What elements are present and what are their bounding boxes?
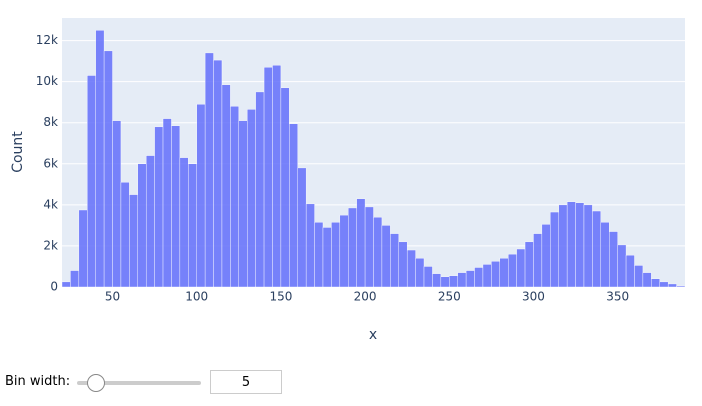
bar <box>305 203 315 288</box>
bar <box>145 155 155 288</box>
bar <box>381 225 391 288</box>
x-axis-title: x <box>369 327 377 343</box>
bar <box>609 231 618 288</box>
bar <box>61 281 71 288</box>
bar <box>634 265 644 288</box>
bar <box>356 198 366 288</box>
bar <box>204 52 214 288</box>
bar <box>339 214 349 288</box>
bar <box>558 204 568 288</box>
bar <box>87 75 96 288</box>
bar <box>499 258 509 288</box>
bar <box>566 201 576 288</box>
bar <box>440 276 450 288</box>
bar <box>415 258 425 288</box>
bar <box>78 209 88 288</box>
bar <box>103 50 113 288</box>
bar <box>676 285 686 288</box>
bar <box>533 233 543 288</box>
bar <box>238 120 248 288</box>
bar <box>179 157 189 288</box>
bar <box>449 275 458 288</box>
bar <box>154 126 164 288</box>
bar <box>491 261 500 288</box>
bar <box>331 222 341 288</box>
bar <box>213 59 223 288</box>
bar <box>390 233 399 288</box>
slider-track[interactable] <box>77 381 201 385</box>
bar <box>120 182 130 288</box>
bar <box>272 65 282 288</box>
bar <box>364 206 374 288</box>
bar <box>465 270 475 288</box>
bar <box>70 270 80 288</box>
bar <box>137 163 147 288</box>
chart: x Count 0 2k 4k 6k 8k 10k 12k 50 100 150 200 250 300… <box>10 18 686 343</box>
y-axis-title: Count <box>10 131 26 173</box>
slider-thumb[interactable] <box>87 374 105 392</box>
bar <box>667 283 677 288</box>
bar <box>550 211 559 288</box>
y-tick-label: 2k <box>43 238 58 252</box>
bar <box>247 109 256 288</box>
bar <box>289 123 298 288</box>
y-tick-label: 0 <box>50 280 58 294</box>
bar <box>457 272 467 288</box>
bar <box>432 273 442 288</box>
bar <box>255 91 265 288</box>
bar <box>112 120 122 288</box>
bar <box>474 267 484 288</box>
bar <box>188 163 197 288</box>
bar <box>322 227 332 288</box>
bar <box>642 272 652 288</box>
slider-label: Bin width: <box>5 374 71 389</box>
bar <box>297 167 307 288</box>
bar <box>263 67 273 288</box>
bar <box>575 202 585 288</box>
bar <box>398 241 408 288</box>
bar <box>406 249 416 288</box>
y-tick-label: 10k <box>36 74 58 88</box>
bar <box>516 248 526 288</box>
x-tick-label: 250 <box>438 290 461 304</box>
bar <box>95 30 105 288</box>
y-tick-label: 12k <box>36 33 58 47</box>
bar <box>508 253 517 288</box>
bar <box>171 125 181 288</box>
bar <box>314 222 324 288</box>
bar <box>541 224 551 288</box>
bar <box>230 106 239 288</box>
x-tick-label: 350 <box>606 290 629 304</box>
bar <box>617 244 627 288</box>
bar <box>280 87 290 288</box>
bar <box>162 118 172 288</box>
bar <box>651 278 660 288</box>
bar <box>423 266 433 288</box>
x-tick-label: 200 <box>354 290 377 304</box>
bar <box>129 194 138 288</box>
bin-width-input[interactable]: 5 <box>210 370 282 394</box>
y-tick-label: 8k <box>43 115 58 129</box>
x-tick-label: 100 <box>185 290 208 304</box>
bar <box>600 222 610 288</box>
bar <box>348 207 357 288</box>
x-tick-label: 50 <box>105 290 120 304</box>
bar <box>592 210 602 288</box>
bar <box>583 204 593 288</box>
bar <box>373 216 383 288</box>
bar <box>221 84 231 288</box>
y-tick-label: 6k <box>43 156 58 170</box>
x-tick-label: 300 <box>522 290 545 304</box>
bar <box>659 281 669 288</box>
bar <box>625 254 635 288</box>
bar <box>482 264 492 288</box>
x-tick-label: 150 <box>269 290 292 304</box>
bar <box>196 104 206 288</box>
y-tick-label: 4k <box>43 197 58 211</box>
bar <box>524 241 534 288</box>
